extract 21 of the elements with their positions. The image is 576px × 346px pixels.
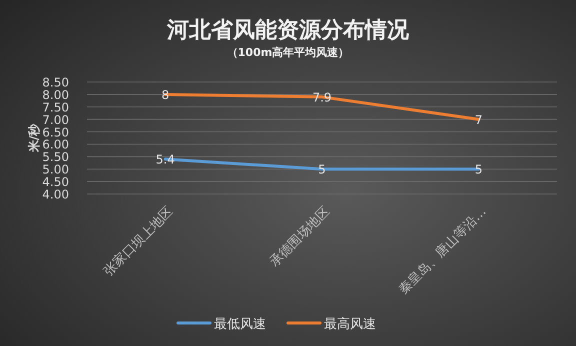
data-label: 5 [318,162,326,177]
chart-title: 河北省风能资源分布情况 [166,17,410,43]
y-tick-label: 5.00 [42,162,69,177]
y-tick-label: 4.00 [42,188,69,202]
x-tick-label: 秦皇岛、唐山等沿… [396,204,490,298]
y-tick-label: 7.50 [42,100,69,114]
y-tick-label: 5.50 [42,150,69,164]
x-tick-label: 承德围场地区 [267,204,333,270]
y-tick-label: 8.50 [42,76,69,90]
chart-subtitle: （100m高年平均风速） [226,46,350,59]
y-tick-label: 4.50 [42,175,69,190]
y-tick-label: 6.00 [42,138,69,152]
data-label: 7.9 [312,90,332,104]
y-tick-label: 6.50 [42,125,69,140]
legend-label: 最高风速 [324,316,376,332]
data-label: 5.4 [156,152,175,167]
y-tick-label: 7.00 [42,112,69,127]
y-tick-label: 8.00 [42,88,69,102]
y-axis-title: 米/秒 [27,122,41,154]
legend-label: 最低风速 [214,317,266,332]
x-tick-label: 张家口坝上地区 [100,204,176,280]
